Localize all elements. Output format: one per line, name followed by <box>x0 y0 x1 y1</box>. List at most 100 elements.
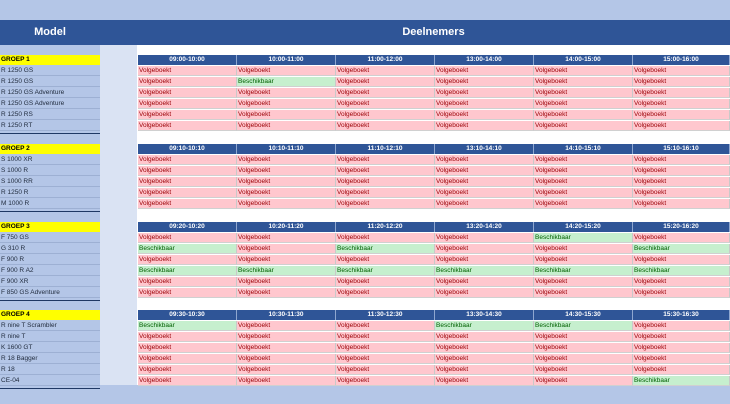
status-cell-available[interactable]: Beschikbaar <box>534 233 633 243</box>
status-cell-booked[interactable]: Volgeboekt <box>435 354 534 364</box>
status-cell-booked[interactable]: Volgeboekt <box>138 199 237 209</box>
status-cell-booked[interactable]: Volgeboekt <box>534 255 633 265</box>
status-cell-booked[interactable]: Volgeboekt <box>534 99 633 109</box>
status-cell-booked[interactable]: Volgeboekt <box>237 66 336 76</box>
status-cell-booked[interactable]: Volgeboekt <box>435 277 534 287</box>
status-cell-booked[interactable]: Volgeboekt <box>237 99 336 109</box>
status-cell-booked[interactable]: Volgeboekt <box>138 110 237 120</box>
status-cell-booked[interactable]: Volgeboekt <box>633 199 730 209</box>
status-cell-booked[interactable]: Volgeboekt <box>336 376 435 386</box>
status-cell-available[interactable]: Beschikbaar <box>534 266 633 276</box>
status-cell-available[interactable]: Beschikbaar <box>633 266 730 276</box>
status-cell-available[interactable]: Beschikbaar <box>138 266 237 276</box>
status-cell-booked[interactable]: Volgeboekt <box>336 188 435 198</box>
status-cell-booked[interactable]: Volgeboekt <box>237 110 336 120</box>
status-cell-booked[interactable]: Volgeboekt <box>237 155 336 165</box>
status-cell-available[interactable]: Beschikbaar <box>138 321 237 331</box>
status-cell-booked[interactable]: Volgeboekt <box>534 155 633 165</box>
status-cell-booked[interactable]: Volgeboekt <box>633 255 730 265</box>
status-cell-available[interactable]: Beschikbaar <box>336 266 435 276</box>
status-cell-available[interactable]: Beschikbaar <box>633 376 730 386</box>
status-cell-booked[interactable]: Volgeboekt <box>633 99 730 109</box>
status-cell-booked[interactable]: Volgeboekt <box>336 321 435 331</box>
status-cell-booked[interactable]: Volgeboekt <box>138 177 237 187</box>
status-cell-booked[interactable]: Volgeboekt <box>633 110 730 120</box>
status-cell-booked[interactable]: Volgeboekt <box>336 288 435 298</box>
status-cell-booked[interactable]: Volgeboekt <box>237 121 336 131</box>
status-cell-booked[interactable]: Volgeboekt <box>534 244 633 254</box>
status-cell-booked[interactable]: Volgeboekt <box>336 121 435 131</box>
status-cell-booked[interactable]: Volgeboekt <box>138 376 237 386</box>
status-cell-booked[interactable]: Volgeboekt <box>237 288 336 298</box>
status-cell-booked[interactable]: Volgeboekt <box>336 199 435 209</box>
status-cell-booked[interactable]: Volgeboekt <box>336 255 435 265</box>
status-cell-booked[interactable]: Volgeboekt <box>534 332 633 342</box>
status-cell-booked[interactable]: Volgeboekt <box>435 343 534 353</box>
status-cell-booked[interactable]: Volgeboekt <box>237 244 336 254</box>
status-cell-available[interactable]: Beschikbaar <box>237 266 336 276</box>
status-cell-available[interactable]: Beschikbaar <box>435 321 534 331</box>
status-cell-booked[interactable]: Volgeboekt <box>534 188 633 198</box>
status-cell-booked[interactable]: Volgeboekt <box>633 354 730 364</box>
status-cell-booked[interactable]: Volgeboekt <box>237 343 336 353</box>
status-cell-booked[interactable]: Volgeboekt <box>336 110 435 120</box>
status-cell-booked[interactable]: Volgeboekt <box>237 277 336 287</box>
status-cell-booked[interactable]: Volgeboekt <box>534 354 633 364</box>
status-cell-booked[interactable]: Volgeboekt <box>138 188 237 198</box>
status-cell-booked[interactable]: Volgeboekt <box>138 66 237 76</box>
status-cell-booked[interactable]: Volgeboekt <box>138 155 237 165</box>
status-cell-booked[interactable]: Volgeboekt <box>633 88 730 98</box>
status-cell-booked[interactable]: Volgeboekt <box>237 332 336 342</box>
status-cell-booked[interactable]: Volgeboekt <box>435 155 534 165</box>
status-cell-booked[interactable]: Volgeboekt <box>435 332 534 342</box>
status-cell-booked[interactable]: Volgeboekt <box>138 99 237 109</box>
status-cell-booked[interactable]: Volgeboekt <box>138 332 237 342</box>
status-cell-booked[interactable]: Volgeboekt <box>237 365 336 375</box>
status-cell-booked[interactable]: Volgeboekt <box>435 244 534 254</box>
status-cell-booked[interactable]: Volgeboekt <box>336 77 435 87</box>
status-cell-booked[interactable]: Volgeboekt <box>534 277 633 287</box>
status-cell-booked[interactable]: Volgeboekt <box>534 365 633 375</box>
status-cell-booked[interactable]: Volgeboekt <box>633 66 730 76</box>
status-cell-booked[interactable]: Volgeboekt <box>435 365 534 375</box>
status-cell-booked[interactable]: Volgeboekt <box>336 354 435 364</box>
status-cell-booked[interactable]: Volgeboekt <box>336 343 435 353</box>
status-cell-booked[interactable]: Volgeboekt <box>633 166 730 176</box>
status-cell-booked[interactable]: Volgeboekt <box>534 177 633 187</box>
status-cell-booked[interactable]: Volgeboekt <box>336 166 435 176</box>
status-cell-booked[interactable]: Volgeboekt <box>633 365 730 375</box>
status-cell-booked[interactable]: Volgeboekt <box>534 288 633 298</box>
status-cell-booked[interactable]: Volgeboekt <box>534 199 633 209</box>
status-cell-booked[interactable]: Volgeboekt <box>435 255 534 265</box>
status-cell-booked[interactable]: Volgeboekt <box>435 77 534 87</box>
status-cell-booked[interactable]: Volgeboekt <box>534 110 633 120</box>
status-cell-booked[interactable]: Volgeboekt <box>138 233 237 243</box>
status-cell-booked[interactable]: Volgeboekt <box>237 199 336 209</box>
status-cell-booked[interactable]: Volgeboekt <box>435 188 534 198</box>
status-cell-booked[interactable]: Volgeboekt <box>336 365 435 375</box>
status-cell-booked[interactable]: Volgeboekt <box>633 321 730 331</box>
status-cell-booked[interactable]: Volgeboekt <box>435 121 534 131</box>
status-cell-booked[interactable]: Volgeboekt <box>435 88 534 98</box>
status-cell-booked[interactable]: Volgeboekt <box>435 99 534 109</box>
status-cell-booked[interactable]: Volgeboekt <box>633 155 730 165</box>
status-cell-booked[interactable]: Volgeboekt <box>336 177 435 187</box>
status-cell-booked[interactable]: Volgeboekt <box>237 233 336 243</box>
status-cell-booked[interactable]: Volgeboekt <box>336 233 435 243</box>
status-cell-booked[interactable]: Volgeboekt <box>237 321 336 331</box>
status-cell-booked[interactable]: Volgeboekt <box>534 376 633 386</box>
status-cell-booked[interactable]: Volgeboekt <box>138 121 237 131</box>
status-cell-booked[interactable]: Volgeboekt <box>138 88 237 98</box>
status-cell-booked[interactable]: Volgeboekt <box>633 343 730 353</box>
status-cell-booked[interactable]: Volgeboekt <box>237 255 336 265</box>
status-cell-booked[interactable]: Volgeboekt <box>237 188 336 198</box>
status-cell-booked[interactable]: Volgeboekt <box>336 277 435 287</box>
status-cell-booked[interactable]: Volgeboekt <box>534 166 633 176</box>
status-cell-booked[interactable]: Volgeboekt <box>633 332 730 342</box>
status-cell-booked[interactable]: Volgeboekt <box>534 121 633 131</box>
status-cell-available[interactable]: Beschikbaar <box>138 244 237 254</box>
status-cell-booked[interactable]: Volgeboekt <box>138 77 237 87</box>
status-cell-available[interactable]: Beschikbaar <box>534 321 633 331</box>
status-cell-booked[interactable]: Volgeboekt <box>435 288 534 298</box>
status-cell-booked[interactable]: Volgeboekt <box>435 177 534 187</box>
